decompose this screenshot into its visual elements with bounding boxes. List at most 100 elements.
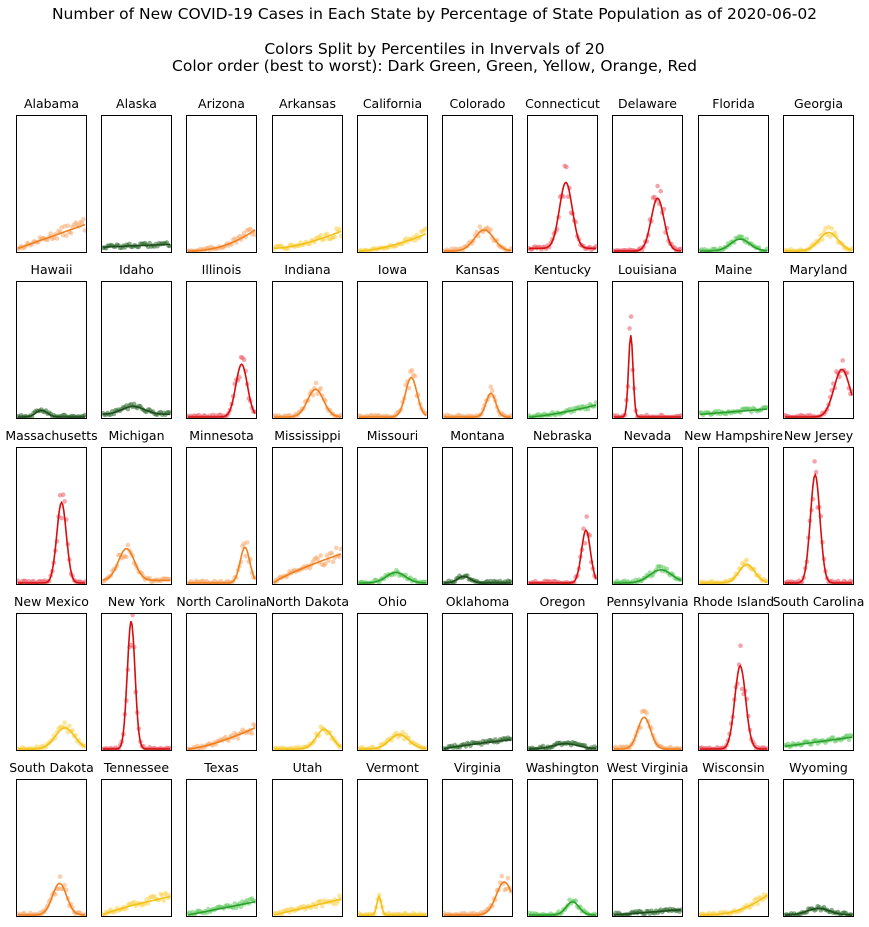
data-point bbox=[241, 357, 247, 363]
data-point bbox=[332, 234, 338, 240]
panel-title: Ohio bbox=[378, 594, 407, 609]
trend-line bbox=[188, 229, 256, 252]
panel-plot bbox=[186, 281, 257, 419]
panel-plot bbox=[698, 447, 769, 585]
data-point bbox=[252, 232, 257, 238]
panel-title: Texas bbox=[204, 760, 239, 775]
trend-line bbox=[18, 409, 85, 418]
panel-title: Utah bbox=[292, 760, 323, 775]
panel-title: Louisiana bbox=[617, 262, 677, 277]
panel-title: Nevada bbox=[623, 428, 672, 443]
panel-plot bbox=[783, 447, 854, 585]
panel-frame bbox=[16, 779, 87, 917]
trend-line bbox=[273, 230, 342, 250]
panel-plot bbox=[186, 447, 257, 585]
figure-subtitle-2: Color order (best to worst): Dark Green,… bbox=[172, 57, 697, 75]
data-point bbox=[337, 226, 342, 232]
panel-frame bbox=[612, 613, 683, 751]
panel-frame bbox=[16, 115, 87, 253]
panel-plot bbox=[442, 447, 513, 585]
data-point bbox=[161, 898, 167, 903]
data-point bbox=[125, 542, 131, 548]
panel-title: Colorado bbox=[449, 96, 506, 111]
panel-title: Arkansas bbox=[279, 96, 336, 111]
data-point bbox=[313, 380, 319, 386]
trend-line bbox=[188, 546, 256, 584]
panel-title: Virginia bbox=[453, 760, 502, 775]
panel-title: Arizona bbox=[198, 96, 245, 111]
trend-line bbox=[102, 895, 171, 916]
data-point bbox=[846, 737, 852, 742]
data-point bbox=[249, 731, 255, 736]
panel-plot bbox=[698, 613, 769, 751]
panel-title: Missouri bbox=[366, 428, 419, 443]
data-point bbox=[412, 373, 418, 379]
panel-plot bbox=[101, 115, 172, 253]
data-point bbox=[320, 903, 325, 909]
panel-frame bbox=[698, 281, 769, 419]
data-point bbox=[414, 232, 419, 238]
trend-line bbox=[699, 408, 768, 416]
data-point bbox=[64, 233, 69, 238]
panel-frame bbox=[527, 779, 598, 917]
trend-line bbox=[784, 736, 853, 748]
trend-line bbox=[614, 335, 681, 418]
panel-frame bbox=[186, 115, 257, 253]
trend-line bbox=[614, 197, 681, 252]
panel-plot bbox=[16, 281, 87, 419]
panel-plot bbox=[101, 447, 172, 585]
panel-frame bbox=[272, 779, 343, 917]
data-point bbox=[59, 515, 64, 521]
data-point bbox=[564, 164, 569, 170]
panel-frame bbox=[357, 613, 428, 751]
data-point bbox=[48, 231, 53, 236]
data-point bbox=[82, 228, 87, 233]
panel-plot bbox=[272, 447, 343, 585]
panel-title: Kentucky bbox=[533, 262, 592, 277]
data-point bbox=[829, 226, 834, 231]
panel-title: New Mexico bbox=[14, 594, 89, 609]
panel-frame bbox=[442, 779, 513, 917]
panel-frame bbox=[357, 779, 428, 917]
panel-frame bbox=[186, 281, 257, 419]
trend-line bbox=[700, 563, 768, 584]
data-point bbox=[488, 384, 493, 390]
trend-line bbox=[444, 392, 511, 418]
data-point bbox=[238, 904, 244, 910]
panel-title: Vermont bbox=[366, 760, 419, 775]
panel-title: Wisconsin bbox=[702, 760, 765, 775]
panel-frame bbox=[442, 281, 513, 419]
panel-title: California bbox=[362, 96, 423, 111]
panel-title: Minnesota bbox=[189, 428, 254, 443]
trend-line bbox=[359, 894, 426, 916]
data-point bbox=[658, 188, 663, 194]
data-point bbox=[477, 224, 483, 229]
data-point bbox=[62, 720, 67, 725]
panel-plot bbox=[357, 447, 428, 585]
panel-frame bbox=[101, 115, 172, 253]
panel-plot bbox=[442, 779, 513, 917]
trend-line bbox=[700, 664, 767, 750]
panel-title: Iowa bbox=[377, 262, 408, 277]
trend-line bbox=[18, 500, 85, 584]
panel-title: Delaware bbox=[618, 96, 677, 111]
data-point bbox=[664, 566, 670, 572]
trend-line bbox=[444, 229, 512, 252]
data-point bbox=[840, 358, 845, 363]
data-point bbox=[323, 561, 328, 566]
panel-plot bbox=[186, 115, 257, 253]
data-point bbox=[326, 558, 331, 564]
panel-plot bbox=[783, 779, 854, 917]
data-point bbox=[627, 326, 632, 331]
trend-line bbox=[187, 901, 256, 916]
data-point bbox=[318, 553, 323, 558]
panel-title: Pennsylvania bbox=[606, 594, 689, 609]
data-point bbox=[505, 875, 511, 881]
data-point bbox=[655, 183, 660, 189]
trend-line bbox=[274, 728, 342, 750]
data-point bbox=[338, 546, 343, 552]
panel-frame bbox=[698, 613, 769, 751]
trend-line bbox=[188, 363, 256, 418]
panel-frame bbox=[612, 447, 683, 585]
